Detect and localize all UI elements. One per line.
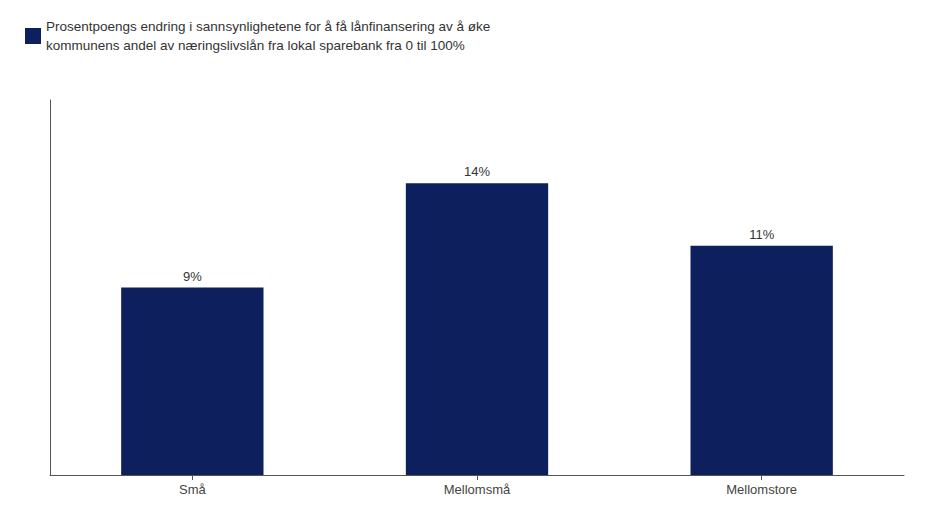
svg-text:Små: Små: [179, 482, 207, 497]
svg-text:Mellomsmå: Mellomsmå: [444, 482, 511, 497]
svg-text:Mellomstore: Mellomstore: [726, 482, 797, 497]
svg-text:Prosentpoengs endring i sannsy: Prosentpoengs endring i sannsynlighetene…: [46, 19, 490, 34]
svg-text:kommunens andel av næringslivs: kommunens andel av næringslivslån fra lo…: [46, 38, 465, 53]
svg-text:14%: 14%: [464, 164, 490, 179]
svg-text:9%: 9%: [183, 269, 202, 284]
svg-text:11%: 11%: [749, 227, 774, 242]
